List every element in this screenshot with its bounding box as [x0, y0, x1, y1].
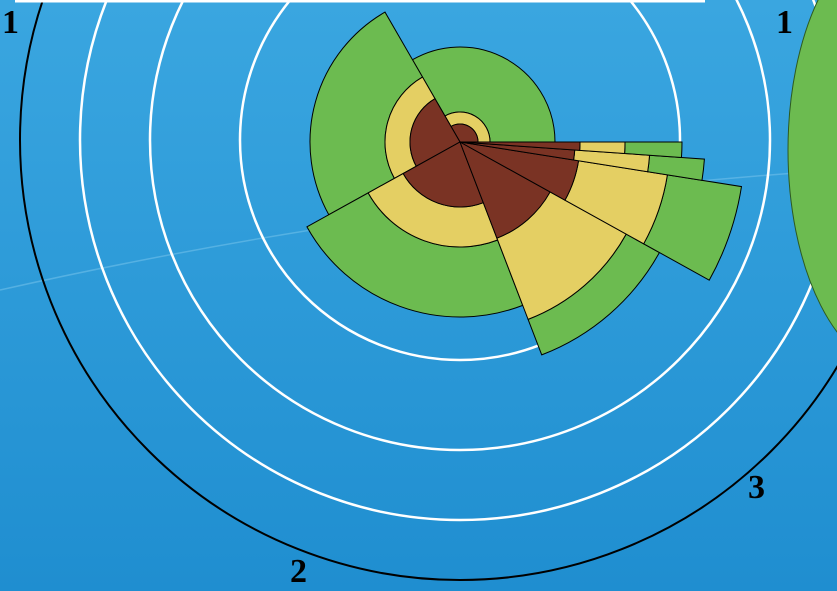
outer-circle	[19, 0, 837, 581]
sector	[402, 141, 484, 208]
ring	[148, 0, 772, 452]
sector	[459, 141, 581, 151]
sector	[459, 141, 576, 161]
label: 1	[2, 4, 19, 41]
rings	[78, 0, 837, 522]
green-shape	[787, 0, 837, 333]
ring	[238, 0, 682, 362]
sector	[409, 98, 461, 167]
label: 1	[776, 4, 793, 41]
sector	[459, 140, 551, 239]
label: 2	[290, 553, 307, 590]
polar-chart	[306, 11, 743, 356]
label: 3	[748, 469, 765, 506]
ring	[78, 0, 837, 522]
